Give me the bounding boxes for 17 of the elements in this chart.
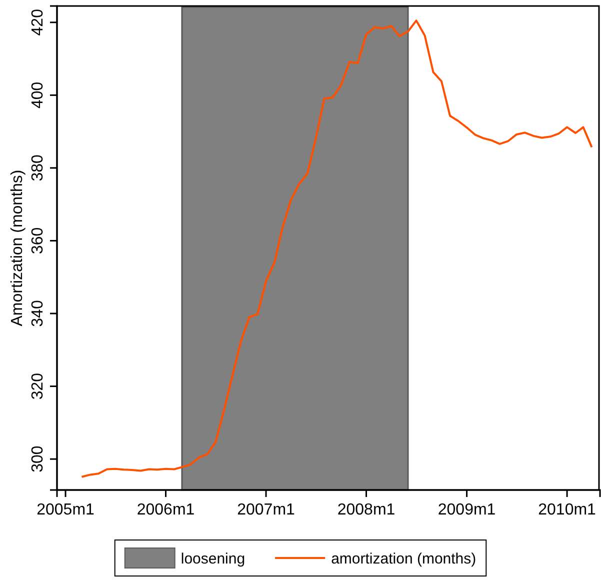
x-tick-label: 2005m1 bbox=[36, 501, 95, 518]
y-tick-label: 400 bbox=[30, 82, 47, 109]
legend-label: loosening bbox=[180, 550, 246, 568]
line-series bbox=[80, 20, 593, 478]
x-tick-label: 2006m1 bbox=[136, 501, 195, 518]
x-tick-label: 2008m1 bbox=[337, 501, 396, 518]
y-tick-label: 380 bbox=[30, 154, 47, 182]
y-tick-label: 300 bbox=[30, 446, 47, 472]
y-axis-title: Amortization (months) bbox=[9, 170, 26, 326]
x-tick-label: 2010m1 bbox=[538, 501, 596, 518]
y-tick-label: 420 bbox=[30, 8, 47, 36]
x-tick-label: 2009m1 bbox=[438, 501, 496, 518]
legend-label: amortization (months) bbox=[331, 550, 476, 568]
y-tick-label: 340 bbox=[30, 300, 47, 327]
y-tick-label: 360 bbox=[30, 227, 47, 254]
x-tick-label: 2007m1 bbox=[237, 501, 296, 518]
y-tick-label: 320 bbox=[30, 372, 47, 400]
